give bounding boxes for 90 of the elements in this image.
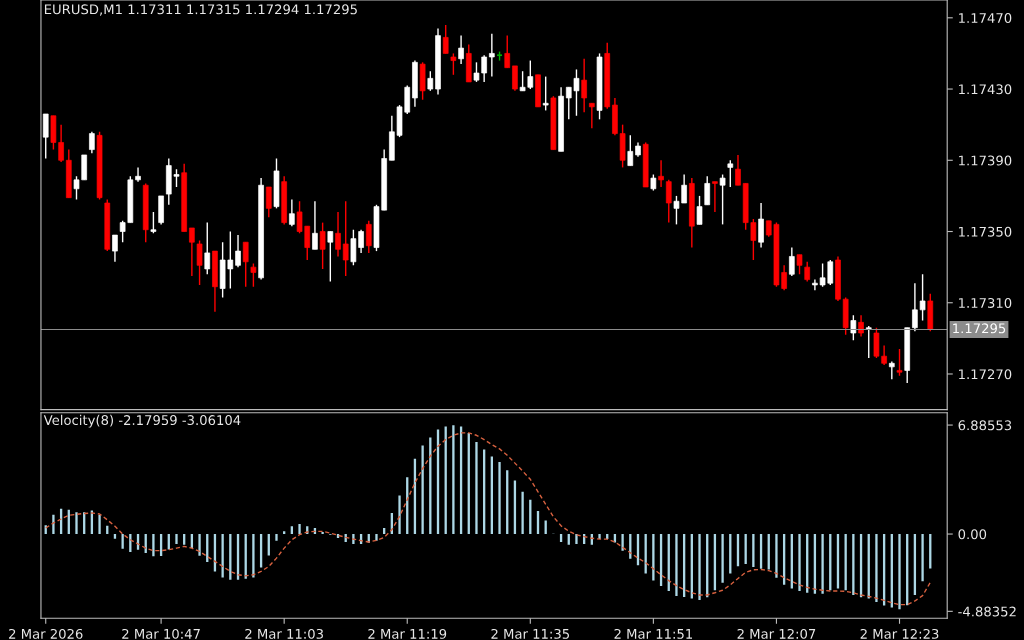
bar <box>152 534 155 557</box>
candlestick <box>719 173 726 226</box>
candlestick <box>342 200 349 277</box>
bar <box>798 534 801 592</box>
ref-line-label: 1.17295 <box>953 323 1006 334</box>
bar <box>852 534 855 595</box>
bar <box>475 441 478 535</box>
bar <box>283 531 286 535</box>
bar <box>921 534 924 582</box>
candlestick <box>204 221 211 275</box>
bar <box>113 534 117 539</box>
bar <box>498 462 501 535</box>
bar <box>675 534 678 596</box>
bar <box>721 534 724 583</box>
candlestick <box>504 34 511 69</box>
candlestick <box>196 239 203 286</box>
candlestick <box>427 70 434 92</box>
bar <box>821 534 824 594</box>
candlestick <box>542 75 549 112</box>
candlestick <box>550 95 557 151</box>
candlestick <box>596 52 603 121</box>
candlestick <box>604 42 611 110</box>
bar <box>452 425 455 535</box>
bar <box>575 534 578 545</box>
y-tick-label: 1.17470 <box>959 13 1012 24</box>
candlestick <box>665 179 672 224</box>
x-tick-label: 2 Mar 11:03 <box>245 628 323 639</box>
y-tick-label: 1.17310 <box>959 297 1012 308</box>
bar <box>52 514 55 535</box>
candlestick <box>104 198 111 252</box>
candlestick <box>627 134 634 167</box>
bar <box>198 534 201 556</box>
bar <box>321 531 324 535</box>
candlestick <box>250 262 257 288</box>
candlestick <box>642 141 649 188</box>
bar <box>98 514 101 535</box>
candlestick <box>535 74 541 108</box>
bar <box>521 491 524 535</box>
candlestick <box>450 52 457 76</box>
bar <box>175 534 178 545</box>
bar <box>621 534 624 551</box>
bar <box>875 534 878 603</box>
candlestick <box>42 113 49 160</box>
candlestick <box>796 253 803 275</box>
candlestick <box>804 261 811 283</box>
x-tick-label: 2 Mar 2026 <box>9 628 83 639</box>
chart-title: Velocity(8) -2.17959 -3.06104 <box>43 414 241 428</box>
bar <box>298 524 301 535</box>
candlestick <box>96 131 103 201</box>
candlestick <box>265 186 272 218</box>
candlestick <box>712 180 718 213</box>
bar <box>652 534 655 581</box>
bar <box>398 495 401 535</box>
x-tick-label: 2 Mar 12:23 <box>860 628 939 639</box>
bar <box>898 534 901 610</box>
x-tick-label: 2 Mar 11:19 <box>368 628 447 639</box>
x-tick-label: 2 Mar 12:07 <box>737 628 816 639</box>
candlestick <box>696 195 703 226</box>
chart-title: EURUSD,M1 1.17311 1.17315 1.17294 1.17295 <box>44 4 357 16</box>
x-tick-label: 2 Mar 10:47 <box>122 628 200 639</box>
bar <box>75 512 78 535</box>
candlestick <box>419 61 426 101</box>
candlestick <box>319 221 326 270</box>
bar <box>544 520 547 535</box>
bar <box>421 445 424 535</box>
bar <box>121 534 124 549</box>
candlestick <box>727 159 734 188</box>
candlestick <box>327 230 334 283</box>
bar <box>252 534 255 578</box>
bar <box>221 534 224 578</box>
y-tick-label: 1.17390 <box>959 155 1012 166</box>
candlestick <box>273 157 280 210</box>
candlestick <box>442 24 449 55</box>
bar <box>375 534 378 541</box>
y-tick-label: 1.17430 <box>959 84 1012 95</box>
y-tick-label: 0.00 <box>958 529 987 540</box>
bar <box>698 534 701 600</box>
y-tick-label: 6.88553 <box>958 420 1012 431</box>
y-tick-label: 1.17270 <box>959 369 1012 380</box>
candlestick <box>465 43 472 83</box>
y-tick-label: 1.17350 <box>959 226 1012 237</box>
candlestick <box>150 211 157 234</box>
line-series <box>45 432 931 606</box>
bar <box>275 534 278 541</box>
bar <box>775 534 778 578</box>
y-tick-label: -4.88352 <box>958 606 1016 617</box>
x-tick-label: 2 Mar 11:51 <box>614 628 693 639</box>
candlestick <box>896 348 903 377</box>
x-tick-label: 2 Mar 11:35 <box>491 628 570 639</box>
bar <box>752 534 755 567</box>
